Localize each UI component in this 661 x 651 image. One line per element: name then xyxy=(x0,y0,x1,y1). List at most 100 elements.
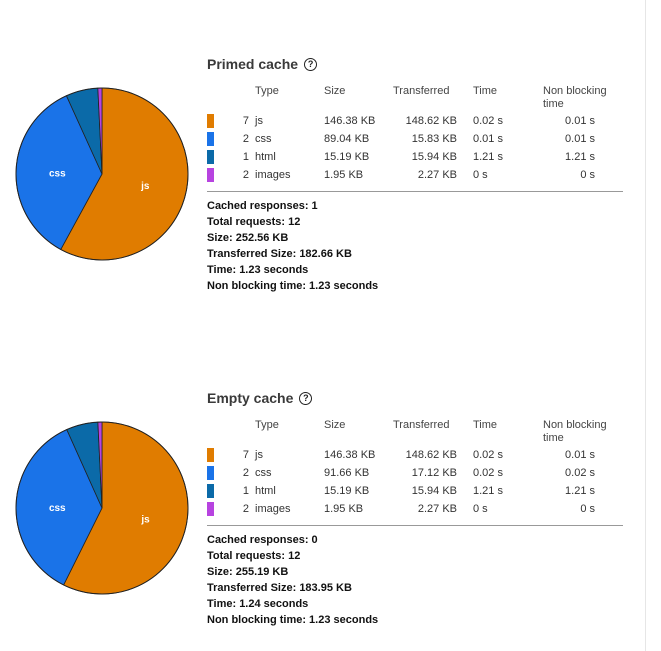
row-transferred: 148.62 KB xyxy=(405,449,457,461)
row-size: 1.95 KB xyxy=(324,169,364,181)
summary-line: Cached responses: 1 xyxy=(207,200,318,212)
column-non-blocking: Non blocking time xyxy=(543,85,607,110)
row-count: 2 xyxy=(242,503,249,515)
pie-label-js: js xyxy=(140,181,150,192)
row-type: images xyxy=(255,169,291,181)
summary-line: Size: 255.19 KB xyxy=(207,566,289,578)
row-count: 1 xyxy=(242,151,249,163)
column-transferred: Transferred xyxy=(393,85,450,97)
row-type: js xyxy=(255,449,263,461)
empty-cache-title: Empty cache xyxy=(207,390,294,406)
column-size: Size xyxy=(324,85,346,97)
row-non-blocking: 1.21 s xyxy=(565,151,595,163)
table-row: 2 images 1.95 KB 2.27 KB 0 s 0 s xyxy=(207,167,623,185)
table-row: 2 css 89.04 KB 15.83 KB 0.01 s 0.01 s xyxy=(207,131,623,149)
pie-outline xyxy=(15,87,189,261)
table-header: Type Size Transferred Time Non blocking … xyxy=(207,419,623,447)
table-header: Type Size Transferred Time Non blocking … xyxy=(207,85,623,113)
row-type: html xyxy=(255,151,276,163)
row-time: 1.21 s xyxy=(473,151,503,163)
column-size: Size xyxy=(324,419,346,431)
legend-swatch xyxy=(207,484,214,498)
summary-line: Time: 1.24 seconds xyxy=(207,598,309,610)
row-transferred: 2.27 KB xyxy=(417,169,457,181)
summary-line: Non blocking time: 1.23 seconds xyxy=(207,614,379,626)
row-transferred: 15.94 KB xyxy=(411,485,457,497)
section-title: Empty cache ? xyxy=(207,390,313,406)
pie-label-js: js xyxy=(140,514,150,525)
summary-line: Transferred Size: 182.66 KB xyxy=(207,248,352,260)
column-time: Time xyxy=(473,419,498,431)
table-divider xyxy=(207,525,623,526)
table-row: 1 html 15.19 KB 15.94 KB 1.21 s 1.21 s xyxy=(207,149,623,167)
primed-cache-pie-chart: js css xyxy=(14,86,190,262)
pie-svg: js css xyxy=(15,421,189,595)
row-type: css xyxy=(255,133,272,145)
row-transferred: 15.83 KB xyxy=(411,133,457,145)
legend-swatch xyxy=(207,114,214,128)
row-size: 15.19 KB xyxy=(324,151,370,163)
summary-line: Cached responses: 0 xyxy=(207,534,318,546)
help-icon[interactable]: ? xyxy=(304,57,318,71)
row-non-blocking: 0.01 s xyxy=(565,115,595,127)
row-type: css xyxy=(255,467,272,479)
pie-label-css: css xyxy=(49,503,66,514)
row-size: 89.04 KB xyxy=(324,133,370,145)
row-time: 0.01 s xyxy=(473,133,503,145)
legend-swatch xyxy=(207,168,214,182)
row-size: 146.38 KB xyxy=(324,449,376,461)
empty-cache-summary: Cached responses: 0 Total requests: 12 S… xyxy=(207,532,378,628)
table-row: 2 css 91.66 KB 17.12 KB 0.02 s 0.02 s xyxy=(207,465,623,483)
legend-swatch xyxy=(207,132,214,146)
legend-swatch xyxy=(207,150,214,164)
row-size: 15.19 KB xyxy=(324,485,370,497)
table-row: 7 js 146.38 KB 148.62 KB 0.02 s 0.01 s xyxy=(207,447,623,465)
table-divider xyxy=(207,191,623,192)
pie-svg: js css xyxy=(15,87,189,261)
column-time: Time xyxy=(473,85,498,97)
row-count: 2 xyxy=(242,169,249,181)
row-type: html xyxy=(255,485,276,497)
summary-line: Total requests: 12 xyxy=(207,216,301,228)
section-title: Primed cache ? xyxy=(207,56,318,72)
pie-label-css: css xyxy=(49,168,66,179)
row-count: 1 xyxy=(242,485,249,497)
empty-cache-pie-chart: js css xyxy=(14,420,190,596)
row-non-blocking: 0.02 s xyxy=(565,467,595,479)
legend-swatch xyxy=(207,466,214,480)
empty-cache-table: Type Size Transferred Time Non blocking … xyxy=(207,419,623,519)
row-time: 0.02 s xyxy=(473,449,503,461)
table-body: 7 js 146.38 KB 148.62 KB 0.02 s 0.01 s 2 css 91.… xyxy=(207,447,623,519)
row-transferred: 2.27 KB xyxy=(417,503,457,515)
summary-line: Transferred Size: 183.95 KB xyxy=(207,582,352,594)
column-type: Type xyxy=(255,419,279,431)
column-non-blocking: Non blocking time xyxy=(543,419,607,444)
row-transferred: 15.94 KB xyxy=(411,151,457,163)
row-non-blocking: 0 s xyxy=(580,503,595,515)
help-icon[interactable]: ? xyxy=(299,391,313,405)
column-type: Type xyxy=(255,85,279,97)
row-time: 0.02 s xyxy=(473,467,503,479)
row-count: 7 xyxy=(242,449,249,461)
row-time: 1.21 s xyxy=(473,485,503,497)
summary-line: Size: 252.56 KB xyxy=(207,232,289,244)
row-count: 7 xyxy=(242,115,249,127)
row-size: 1.95 KB xyxy=(324,503,364,515)
legend-swatch xyxy=(207,448,214,462)
table-body: 7 js 146.38 KB 148.62 KB 0.02 s 0.01 s 2 css 89.… xyxy=(207,113,623,185)
row-non-blocking: 1.21 s xyxy=(565,485,595,497)
summary-line: Total requests: 12 xyxy=(207,550,301,562)
row-non-blocking: 0.01 s xyxy=(565,133,595,145)
row-count: 2 xyxy=(242,133,249,145)
table-row: 1 html 15.19 KB 15.94 KB 1.21 s 1.21 s xyxy=(207,483,623,501)
row-type: images xyxy=(255,503,291,515)
row-transferred: 148.62 KB xyxy=(405,115,457,127)
summary-line: Non blocking time: 1.23 seconds xyxy=(207,280,379,292)
summary-line: Time: 1.23 seconds xyxy=(207,264,309,276)
row-size: 146.38 KB xyxy=(324,115,376,127)
row-time: 0.02 s xyxy=(473,115,503,127)
pie-outline xyxy=(15,421,189,595)
column-transferred: Transferred xyxy=(393,419,450,431)
legend-swatch xyxy=(207,502,214,516)
row-time: 0 s xyxy=(473,503,488,515)
